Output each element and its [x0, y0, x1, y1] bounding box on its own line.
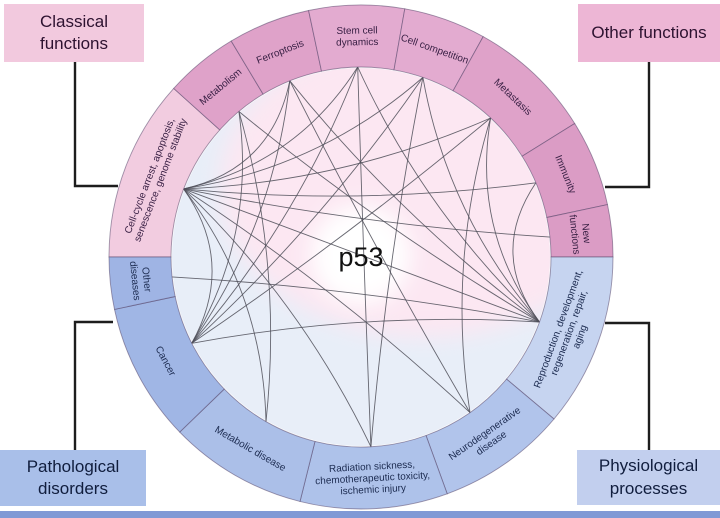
- connection-line: [183, 77, 424, 190]
- pathological-disorders-label: Pathological disorders: [26, 456, 120, 498]
- ring-segments: Cell-cycle arrest, apoptosis,senescence,…: [108, 4, 614, 510]
- label-box-pathological-disorders: Pathological disorders: [0, 450, 146, 506]
- connection-line: [191, 77, 424, 344]
- label-box-other-functions: Other functions: [578, 4, 720, 62]
- connection-line: [191, 111, 243, 344]
- connection-line: [183, 188, 213, 344]
- connection-line: [183, 188, 267, 422]
- connection-lines: [171, 66, 551, 447]
- connection-line: [183, 188, 551, 238]
- connection-line: [357, 66, 540, 323]
- connection-line: [191, 80, 291, 344]
- label-box-classical-functions: Classical functions: [4, 4, 144, 62]
- ring-segment: [108, 256, 176, 310]
- connection-line: [238, 111, 540, 323]
- connection-line: [370, 77, 424, 447]
- connection-line: [183, 80, 291, 190]
- label-box-physiological-processes: Physiological processes: [577, 450, 720, 505]
- connection-line: [486, 117, 540, 323]
- connection-line: [183, 182, 536, 197]
- callout-connector-line: [73, 320, 113, 450]
- ring-segment-label: Otherdiseases: [127, 259, 154, 301]
- connection-line: [191, 117, 491, 344]
- ring-segment-label: Newfunctions: [566, 213, 593, 255]
- connection-line: [171, 276, 540, 323]
- connection-line: [461, 117, 492, 413]
- callout-connector-line: [605, 321, 651, 450]
- connection-line: [191, 318, 540, 344]
- connection-line: [357, 66, 372, 447]
- connection-line: [238, 111, 272, 422]
- connection-line: [183, 188, 471, 413]
- connection-line: [289, 80, 471, 413]
- ring-segment-label: Radiation sickness,chemotherapeutic toxi…: [314, 459, 430, 499]
- callout-connector-line: [605, 62, 651, 189]
- connection-line: [183, 188, 540, 323]
- connection-line: [183, 66, 359, 190]
- callout-connectors: [73, 62, 651, 450]
- connection-line: [289, 80, 540, 323]
- connection-line: [183, 188, 372, 447]
- center-label: p53: [338, 242, 383, 272]
- classical-functions-label: Classical functions: [39, 11, 109, 53]
- connection-line: [512, 182, 540, 323]
- physiological-processes-label: Physiological processes: [598, 456, 699, 498]
- connection-line: [422, 77, 540, 323]
- other-functions-label: Other functions: [591, 22, 707, 42]
- connection-line: [183, 117, 491, 190]
- bottom-edge-strip: [0, 511, 720, 518]
- callout-connector-line: [73, 62, 118, 188]
- connection-line: [191, 66, 359, 344]
- ring-segment-label: Stem celldynamics: [336, 25, 379, 48]
